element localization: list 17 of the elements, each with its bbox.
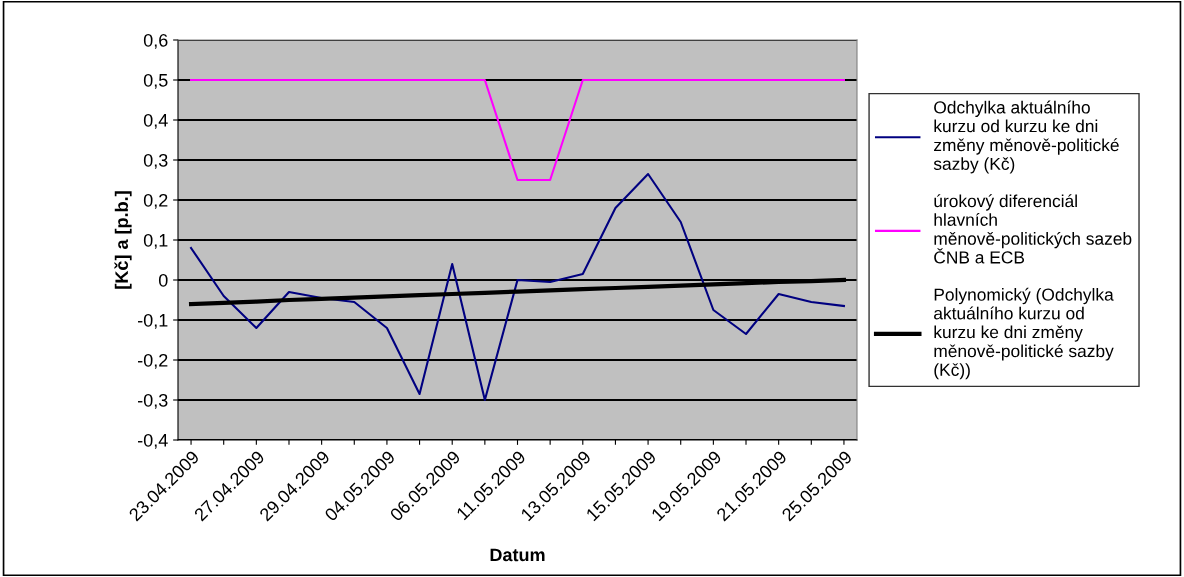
y-axis-title: [Kč] a [p.b.] <box>114 191 132 289</box>
y-tick-label: 0,2 <box>143 193 168 209</box>
legend-label: úrokový diferenciál hlavních měnově-politických sazeb ČNB a ECB <box>934 194 1132 264</box>
y-tick-label: -0,2 <box>137 353 168 369</box>
x-axis-title: Datum <box>490 548 545 562</box>
legend-label: Odchylka aktuálního kurzu od kurzu ke dni změny měnově-politické sazby (Kč) <box>933 100 1119 174</box>
y-tick-label: 0 <box>158 273 168 287</box>
y-tick-label: -0,3 <box>137 393 168 409</box>
y-tick-label: 0,1 <box>143 233 168 249</box>
y-tick-label: 0,6 <box>143 33 168 49</box>
y-tick-label: 0,3 <box>143 153 168 169</box>
y-tick-label: -0,4 <box>137 433 168 449</box>
y-tick-label: 0,5 <box>143 73 168 89</box>
y-tick-label: -0,1 <box>137 313 168 329</box>
legend-label: Polynomický (Odchylka aktuálního kurzu od kurzu ke dni změny měnově-politické sazby (Kč)) <box>934 287 1114 380</box>
y-tick-label: 0,4 <box>143 113 168 129</box>
line-series <box>190 172 845 402</box>
